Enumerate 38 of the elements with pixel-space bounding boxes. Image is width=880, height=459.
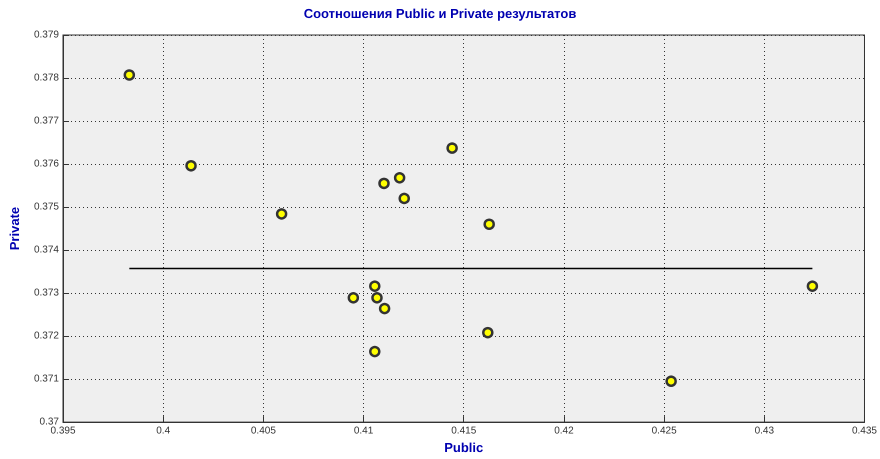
y-tick-label: 0.377 xyxy=(34,116,60,127)
point xyxy=(369,346,381,358)
point xyxy=(276,208,288,220)
point xyxy=(394,172,406,184)
x-tick-label: 0.395 xyxy=(50,426,76,437)
y-tick-label: 0.37 xyxy=(40,416,60,428)
point xyxy=(398,192,410,204)
x-tick-label: 0.425 xyxy=(652,426,678,437)
point xyxy=(665,375,677,387)
point xyxy=(124,69,136,81)
point xyxy=(446,142,458,154)
x-tick-label: 0.43 xyxy=(754,426,774,437)
point xyxy=(806,280,818,292)
point xyxy=(371,292,383,304)
point xyxy=(185,160,197,172)
y-tick-label: 0.378 xyxy=(34,72,60,84)
y-axis-title: Private xyxy=(7,206,22,250)
point xyxy=(369,280,381,292)
x-tick-label: 0.4 xyxy=(156,426,171,437)
x-tick-label: 0.41 xyxy=(354,426,374,437)
y-tick-label: 0.379 xyxy=(34,30,60,40)
y-tick-label: 0.375 xyxy=(34,202,60,213)
x-tick-label: 0.435 xyxy=(852,426,878,437)
chart-title: Соотношения Public и Private результатов xyxy=(304,6,576,21)
point xyxy=(482,326,494,338)
y-tick-label: 0.372 xyxy=(34,330,60,342)
point xyxy=(378,178,390,190)
point xyxy=(483,218,495,230)
y-tick-label: 0.374 xyxy=(34,244,60,256)
x-axis-title: Public xyxy=(444,440,484,455)
x-tick-label: 0.405 xyxy=(250,426,276,437)
y-tick-label: 0.371 xyxy=(34,374,60,385)
point xyxy=(378,302,390,314)
y-tick-label: 0.376 xyxy=(34,158,60,170)
y-tick-label: 0.373 xyxy=(34,288,60,299)
point xyxy=(348,292,360,304)
x-tick-label: 0.42 xyxy=(554,426,574,437)
x-tick-label: 0.415 xyxy=(451,426,477,437)
